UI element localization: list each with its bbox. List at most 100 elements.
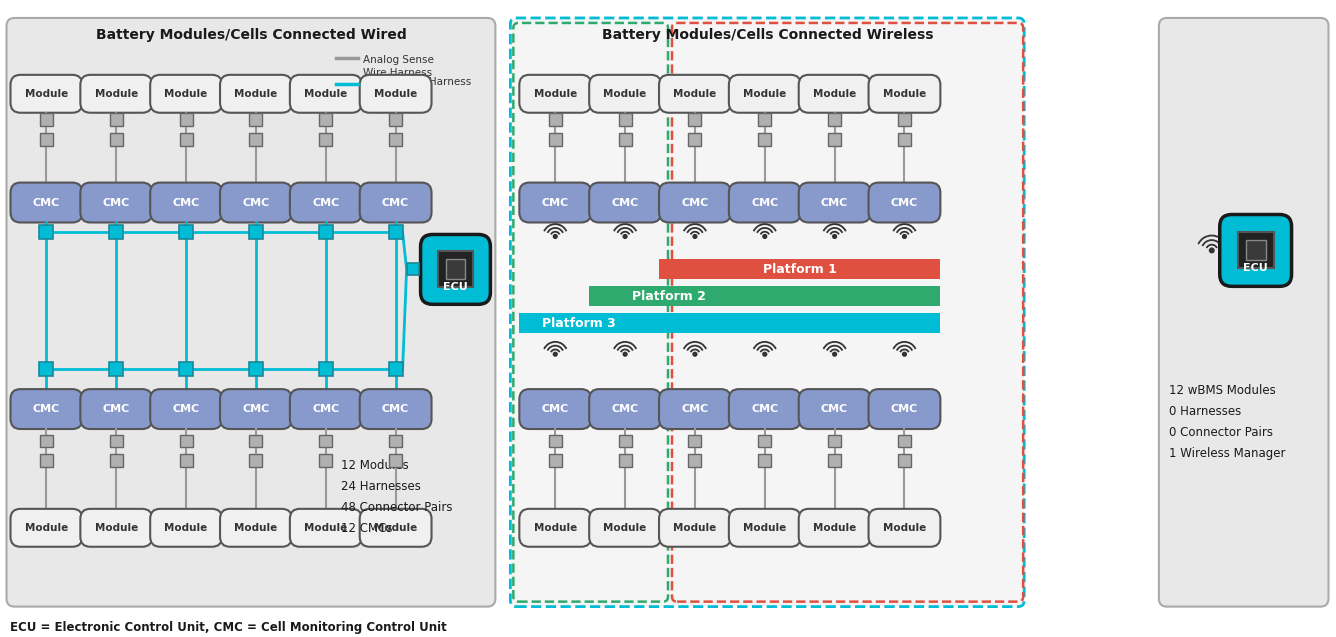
Bar xyxy=(759,454,771,468)
Bar xyxy=(110,434,123,447)
Text: Module: Module xyxy=(95,523,138,533)
Bar xyxy=(179,454,192,468)
FancyBboxPatch shape xyxy=(220,509,291,547)
Circle shape xyxy=(553,234,557,238)
Text: ECU: ECU xyxy=(444,282,468,292)
Text: Module: Module xyxy=(25,89,68,99)
Text: Module: Module xyxy=(164,523,207,533)
Bar xyxy=(248,225,263,240)
FancyBboxPatch shape xyxy=(11,509,83,547)
FancyBboxPatch shape xyxy=(290,183,362,222)
Bar xyxy=(179,434,192,447)
Bar xyxy=(110,362,123,376)
Bar xyxy=(319,113,333,126)
Text: Module: Module xyxy=(743,89,787,99)
FancyBboxPatch shape xyxy=(290,509,362,547)
Text: Platform 3: Platform 3 xyxy=(542,317,616,330)
FancyBboxPatch shape xyxy=(7,18,496,606)
FancyBboxPatch shape xyxy=(80,183,152,222)
Bar xyxy=(250,434,262,447)
Text: CMC: CMC xyxy=(313,404,339,414)
Bar xyxy=(589,287,941,306)
FancyBboxPatch shape xyxy=(868,509,941,547)
Circle shape xyxy=(693,352,697,356)
Text: Module: Module xyxy=(374,523,417,533)
Text: CMC: CMC xyxy=(681,197,708,208)
Circle shape xyxy=(832,234,836,238)
Circle shape xyxy=(1209,248,1214,253)
Bar xyxy=(549,454,561,468)
FancyBboxPatch shape xyxy=(510,18,1025,606)
FancyBboxPatch shape xyxy=(659,75,731,113)
Bar xyxy=(319,133,333,146)
Bar xyxy=(389,362,402,376)
Circle shape xyxy=(763,352,767,356)
FancyBboxPatch shape xyxy=(799,509,871,547)
Bar xyxy=(250,113,262,126)
Text: Module: Module xyxy=(883,523,926,533)
FancyBboxPatch shape xyxy=(799,183,871,222)
FancyBboxPatch shape xyxy=(799,389,871,429)
Text: 12 Modules
24 Harnesses
48 Connector Pairs
12 CMCs: 12 Modules 24 Harnesses 48 Connector Pai… xyxy=(341,459,453,535)
Bar xyxy=(110,113,123,126)
Bar xyxy=(389,225,402,240)
Circle shape xyxy=(903,352,906,356)
Circle shape xyxy=(903,234,906,238)
Text: CMC: CMC xyxy=(541,197,569,208)
Text: Module: Module xyxy=(25,523,68,533)
Bar xyxy=(389,434,402,447)
Text: Module: Module xyxy=(234,89,278,99)
FancyBboxPatch shape xyxy=(150,75,222,113)
Text: CMC: CMC xyxy=(313,197,339,208)
Text: CMC: CMC xyxy=(33,404,60,414)
Bar xyxy=(759,133,771,146)
Circle shape xyxy=(553,352,557,356)
Circle shape xyxy=(832,352,836,356)
Bar xyxy=(179,225,194,240)
Text: CMC: CMC xyxy=(612,404,639,414)
Text: ECU = Electronic Control Unit, CMC = Cell Monitoring Control Unit: ECU = Electronic Control Unit, CMC = Cel… xyxy=(9,620,446,634)
Text: CMC: CMC xyxy=(891,404,918,414)
Bar xyxy=(110,454,123,468)
Text: Module: Module xyxy=(883,89,926,99)
Text: Module: Module xyxy=(533,89,577,99)
Bar xyxy=(389,113,402,126)
Text: Battery Modules/Cells Connected Wired: Battery Modules/Cells Connected Wired xyxy=(96,28,406,42)
Bar xyxy=(688,434,701,447)
FancyBboxPatch shape xyxy=(290,389,362,429)
Text: CMC: CMC xyxy=(681,404,708,414)
Bar xyxy=(437,252,473,287)
Bar xyxy=(898,454,911,468)
Text: CMC: CMC xyxy=(541,404,569,414)
Bar xyxy=(319,454,333,468)
Bar xyxy=(250,454,262,468)
Bar xyxy=(179,113,192,126)
FancyBboxPatch shape xyxy=(729,75,800,113)
FancyBboxPatch shape xyxy=(729,509,800,547)
Bar xyxy=(688,113,701,126)
Circle shape xyxy=(693,234,697,238)
Bar xyxy=(828,133,842,146)
Text: CMC: CMC xyxy=(172,197,199,208)
Text: CMC: CMC xyxy=(103,404,130,414)
Circle shape xyxy=(763,234,767,238)
Text: Module: Module xyxy=(234,523,278,533)
Text: CMC: CMC xyxy=(891,197,918,208)
Text: CMC: CMC xyxy=(822,404,848,414)
Text: Module: Module xyxy=(533,523,577,533)
Bar xyxy=(520,313,941,333)
Text: Module: Module xyxy=(164,89,207,99)
FancyBboxPatch shape xyxy=(80,389,152,429)
FancyBboxPatch shape xyxy=(359,389,432,429)
Text: Module: Module xyxy=(604,89,647,99)
FancyBboxPatch shape xyxy=(520,509,591,547)
Bar xyxy=(828,434,842,447)
Bar xyxy=(110,225,123,240)
FancyBboxPatch shape xyxy=(868,75,941,113)
FancyBboxPatch shape xyxy=(589,509,661,547)
Text: CMC: CMC xyxy=(612,197,639,208)
Text: CMC: CMC xyxy=(382,197,409,208)
FancyBboxPatch shape xyxy=(11,389,83,429)
FancyBboxPatch shape xyxy=(520,389,591,429)
FancyBboxPatch shape xyxy=(220,75,291,113)
